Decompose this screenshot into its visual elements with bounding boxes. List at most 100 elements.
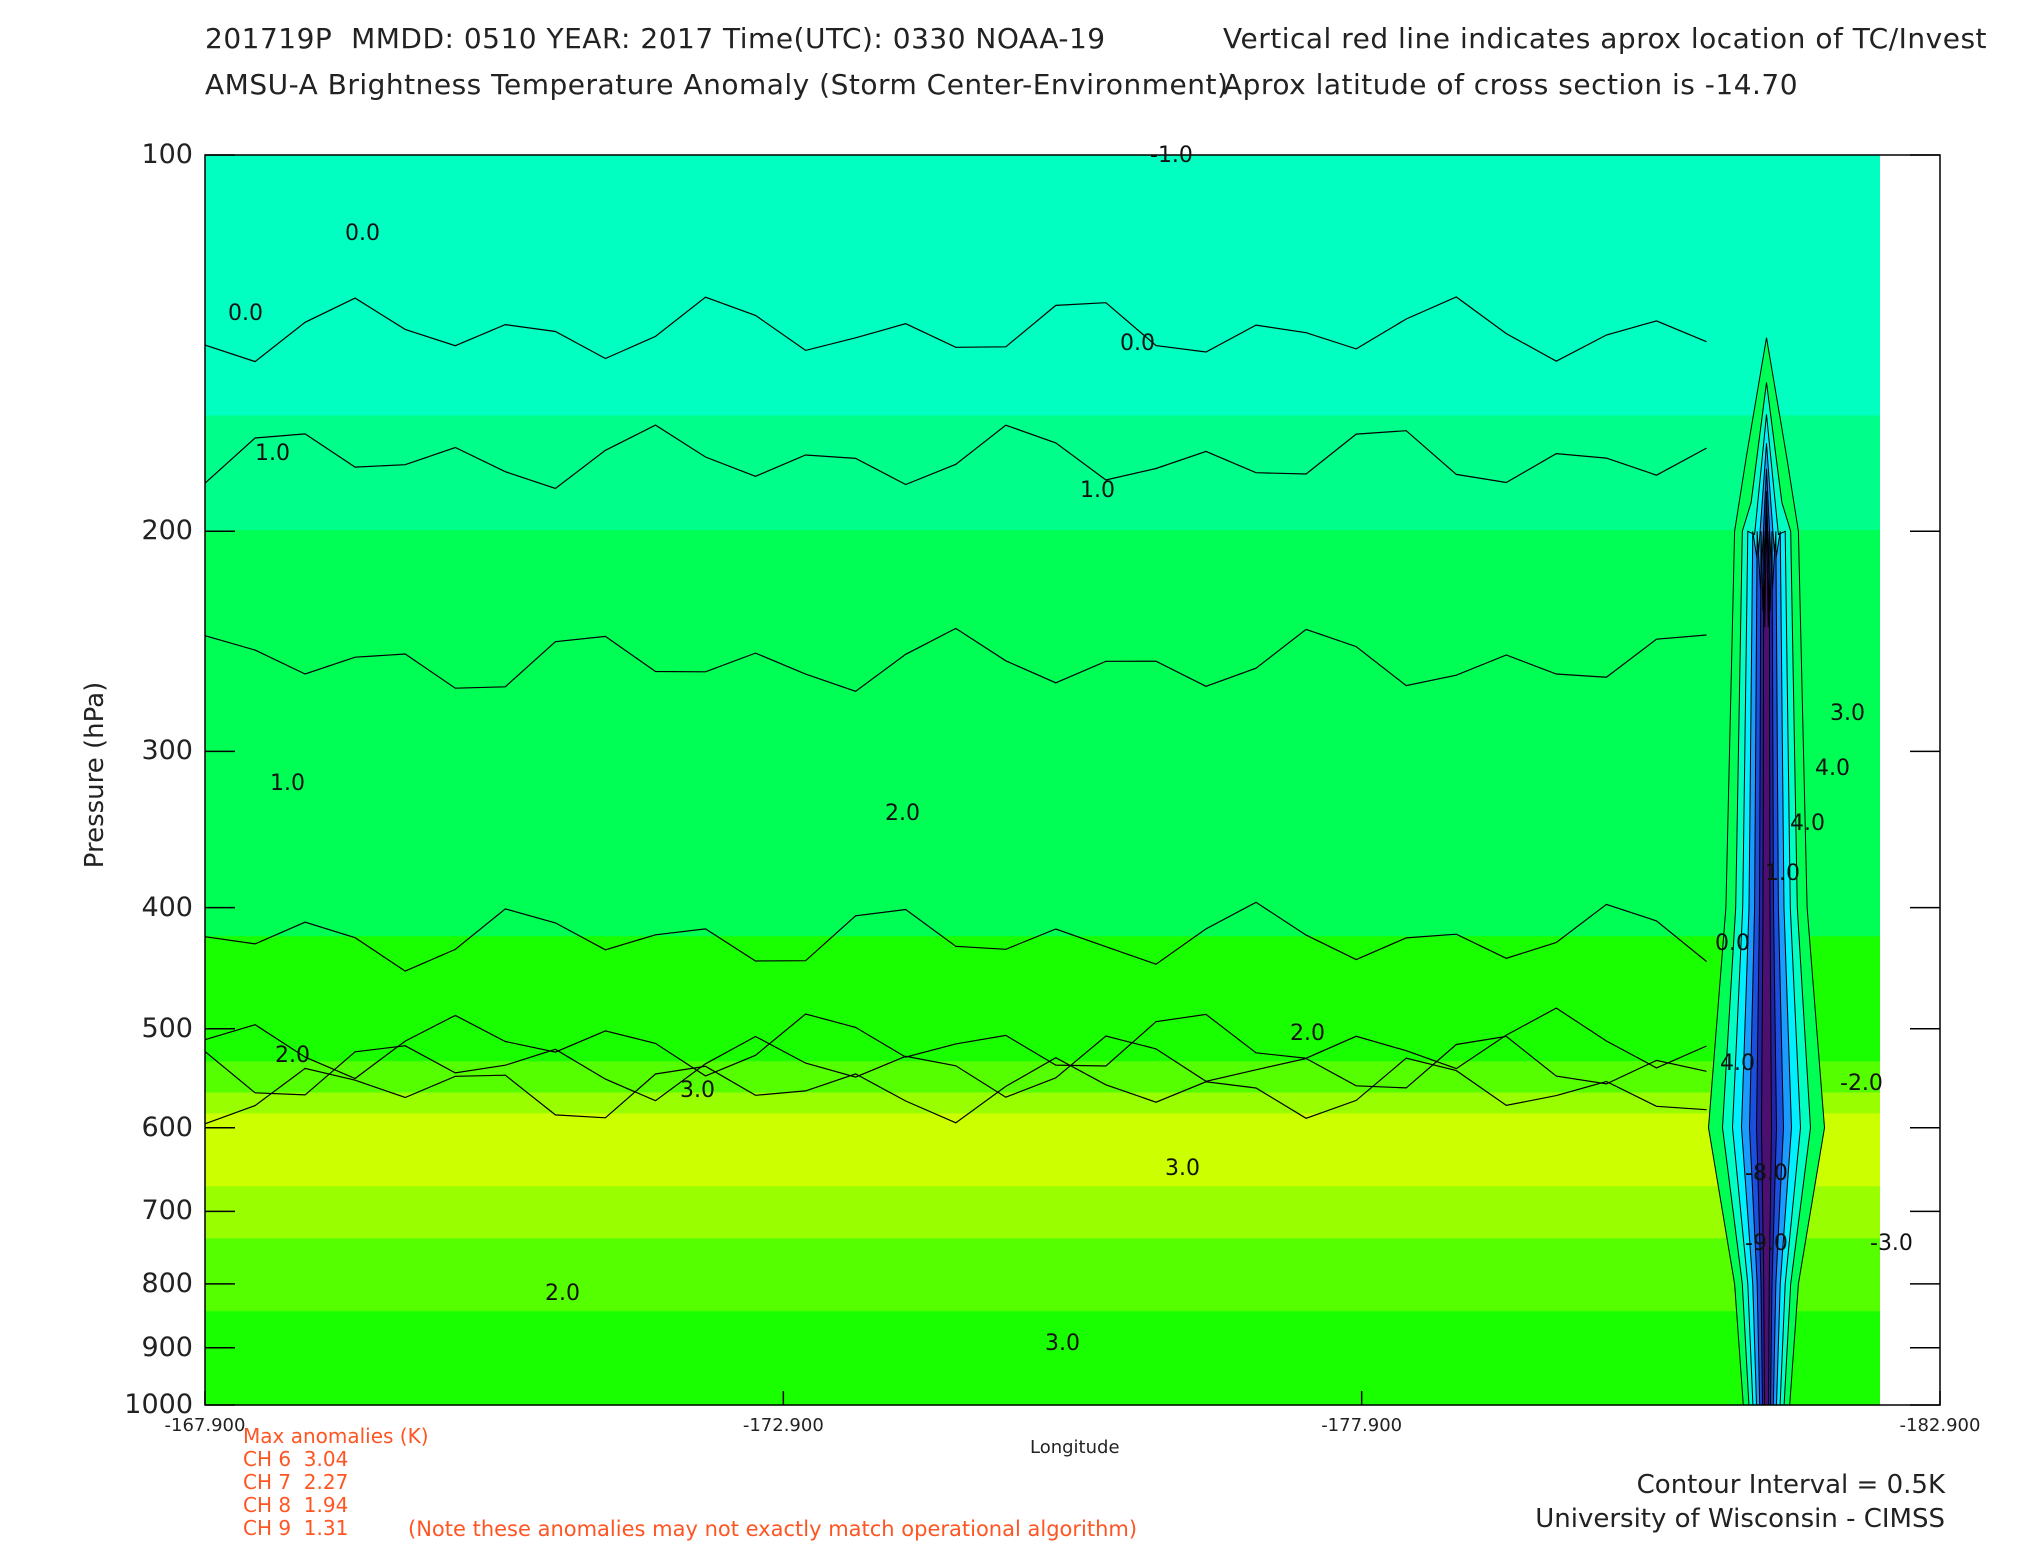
contour-line bbox=[204, 1057, 1707, 1125]
y-tick-label: 300 bbox=[141, 735, 193, 767]
contour-line bbox=[204, 424, 1707, 490]
anomaly-band bbox=[205, 894, 1880, 906]
anomaly-band bbox=[205, 217, 1880, 229]
header-note-line1: Vertical red line indicates aprox locati… bbox=[1223, 22, 1988, 55]
anomaly-band bbox=[205, 1155, 1880, 1167]
anomaly-band bbox=[205, 1144, 1880, 1156]
anomaly-band bbox=[205, 1248, 1880, 1260]
contour-label: -2.0 bbox=[1840, 1071, 1883, 1096]
anomaly-band bbox=[205, 623, 1880, 635]
header-note-line2: Aprox latitude of cross section is -14.7… bbox=[1223, 68, 1799, 101]
anomaly-band bbox=[205, 290, 1880, 302]
anomaly-band bbox=[205, 509, 1880, 521]
anomaly-band bbox=[205, 759, 1880, 771]
y-tick-label: 900 bbox=[141, 1331, 193, 1363]
anomaly-band bbox=[205, 248, 1880, 260]
anomaly-band bbox=[205, 561, 1880, 573]
max-anomalies-title: Max anomalies (K) bbox=[243, 1424, 429, 1448]
anomaly-band bbox=[205, 780, 1880, 792]
anomaly-band bbox=[205, 384, 1880, 396]
anomaly-band bbox=[205, 634, 1880, 646]
anomaly-band bbox=[205, 1342, 1880, 1354]
anomaly-band bbox=[205, 1113, 1880, 1125]
anomaly-band bbox=[205, 530, 1880, 542]
anomaly-band bbox=[205, 1134, 1880, 1146]
anomaly-band bbox=[205, 1332, 1880, 1344]
anomaly-band bbox=[205, 446, 1880, 458]
anomaly-band bbox=[205, 1207, 1880, 1219]
y-axis-title: Pressure (hPa) bbox=[80, 681, 110, 869]
anomaly-band bbox=[205, 186, 1880, 198]
anomaly-band bbox=[205, 1019, 1880, 1031]
no-data-strip bbox=[1880, 155, 1940, 1405]
max-anomaly-row: CH 7 2.27 bbox=[243, 1470, 349, 1494]
anomaly-band bbox=[205, 1311, 1880, 1323]
contour-label: 1.0 bbox=[1765, 861, 1800, 886]
anomaly-band bbox=[205, 905, 1880, 917]
anomaly-band bbox=[205, 1373, 1880, 1385]
x-tick-label: -177.900 bbox=[1321, 1415, 1403, 1436]
contour-label: 4.0 bbox=[1790, 811, 1825, 836]
anomaly-band bbox=[205, 373, 1880, 385]
anomaly-band bbox=[205, 1259, 1880, 1271]
anomaly-band bbox=[205, 957, 1880, 969]
contour-label: 3.0 bbox=[1165, 1156, 1200, 1181]
max-anomaly-row: CH 8 1.94 bbox=[243, 1493, 349, 1517]
anomaly-band bbox=[205, 852, 1880, 864]
anomaly-band bbox=[205, 1061, 1880, 1073]
contour-label: 0.0 bbox=[228, 301, 263, 326]
anomaly-band bbox=[205, 394, 1880, 406]
anomaly-band bbox=[205, 467, 1880, 479]
y-tick-label: 800 bbox=[141, 1267, 193, 1299]
anomaly-band bbox=[205, 946, 1880, 958]
contour-line bbox=[204, 627, 1707, 692]
anomaly-band bbox=[205, 540, 1880, 552]
anomaly-band bbox=[205, 925, 1880, 937]
anomaly-band bbox=[205, 1352, 1880, 1364]
contour-line bbox=[204, 901, 1707, 972]
anomaly-band bbox=[205, 748, 1880, 760]
y-tick-label: 400 bbox=[141, 891, 193, 923]
anomaly-band bbox=[205, 238, 1880, 250]
max-anomaly-row: CH 9 1.31 bbox=[243, 1516, 349, 1540]
contour-label: -9.0 bbox=[1745, 1231, 1788, 1256]
anomaly-band bbox=[205, 655, 1880, 667]
anomaly-band bbox=[205, 405, 1880, 417]
anomaly-band bbox=[205, 696, 1880, 708]
anomaly-band bbox=[205, 1186, 1880, 1198]
anomaly-band bbox=[205, 1092, 1880, 1104]
contour-label: 0.0 bbox=[1120, 331, 1155, 356]
contour-line bbox=[204, 296, 1707, 363]
anomaly-band bbox=[205, 425, 1880, 437]
anomaly-band bbox=[205, 1300, 1880, 1312]
anomaly-band bbox=[205, 280, 1880, 292]
anomaly-band bbox=[205, 1123, 1880, 1135]
anomaly-band bbox=[205, 519, 1880, 531]
anomaly-band bbox=[205, 602, 1880, 614]
anomaly-band bbox=[205, 342, 1880, 354]
anomaly-band bbox=[205, 259, 1880, 271]
header-title-line1: 201719P MMDD: 0510 YEAR: 2017 Time(UTC):… bbox=[205, 22, 1106, 55]
anomaly-band bbox=[205, 1030, 1880, 1042]
anomaly-band bbox=[205, 1227, 1880, 1239]
anomaly-band bbox=[205, 582, 1880, 594]
anomaly-band bbox=[205, 717, 1880, 729]
anomaly-band bbox=[205, 884, 1880, 896]
max-anomalies-panel: Max anomalies (K) CH 6 3.04 CH 7 2.27 CH 8… bbox=[243, 1425, 429, 1540]
anomaly-band bbox=[205, 165, 1880, 177]
credit-label: University of Wisconsin - CIMSS bbox=[1535, 1504, 1945, 1534]
anomaly-band bbox=[205, 977, 1880, 989]
anomaly-band bbox=[205, 936, 1880, 948]
anomaly-band bbox=[205, 1082, 1880, 1094]
y-tick-label: 700 bbox=[141, 1195, 193, 1227]
anomaly-band bbox=[205, 227, 1880, 239]
anomaly-band bbox=[205, 457, 1880, 469]
anomaly-band bbox=[205, 863, 1880, 875]
contour-label: 3.0 bbox=[680, 1078, 715, 1103]
anomaly-band bbox=[205, 644, 1880, 656]
anomaly-band bbox=[205, 1280, 1880, 1292]
x-tick-label: -172.900 bbox=[742, 1415, 824, 1436]
contour-label: 1.0 bbox=[255, 441, 290, 466]
